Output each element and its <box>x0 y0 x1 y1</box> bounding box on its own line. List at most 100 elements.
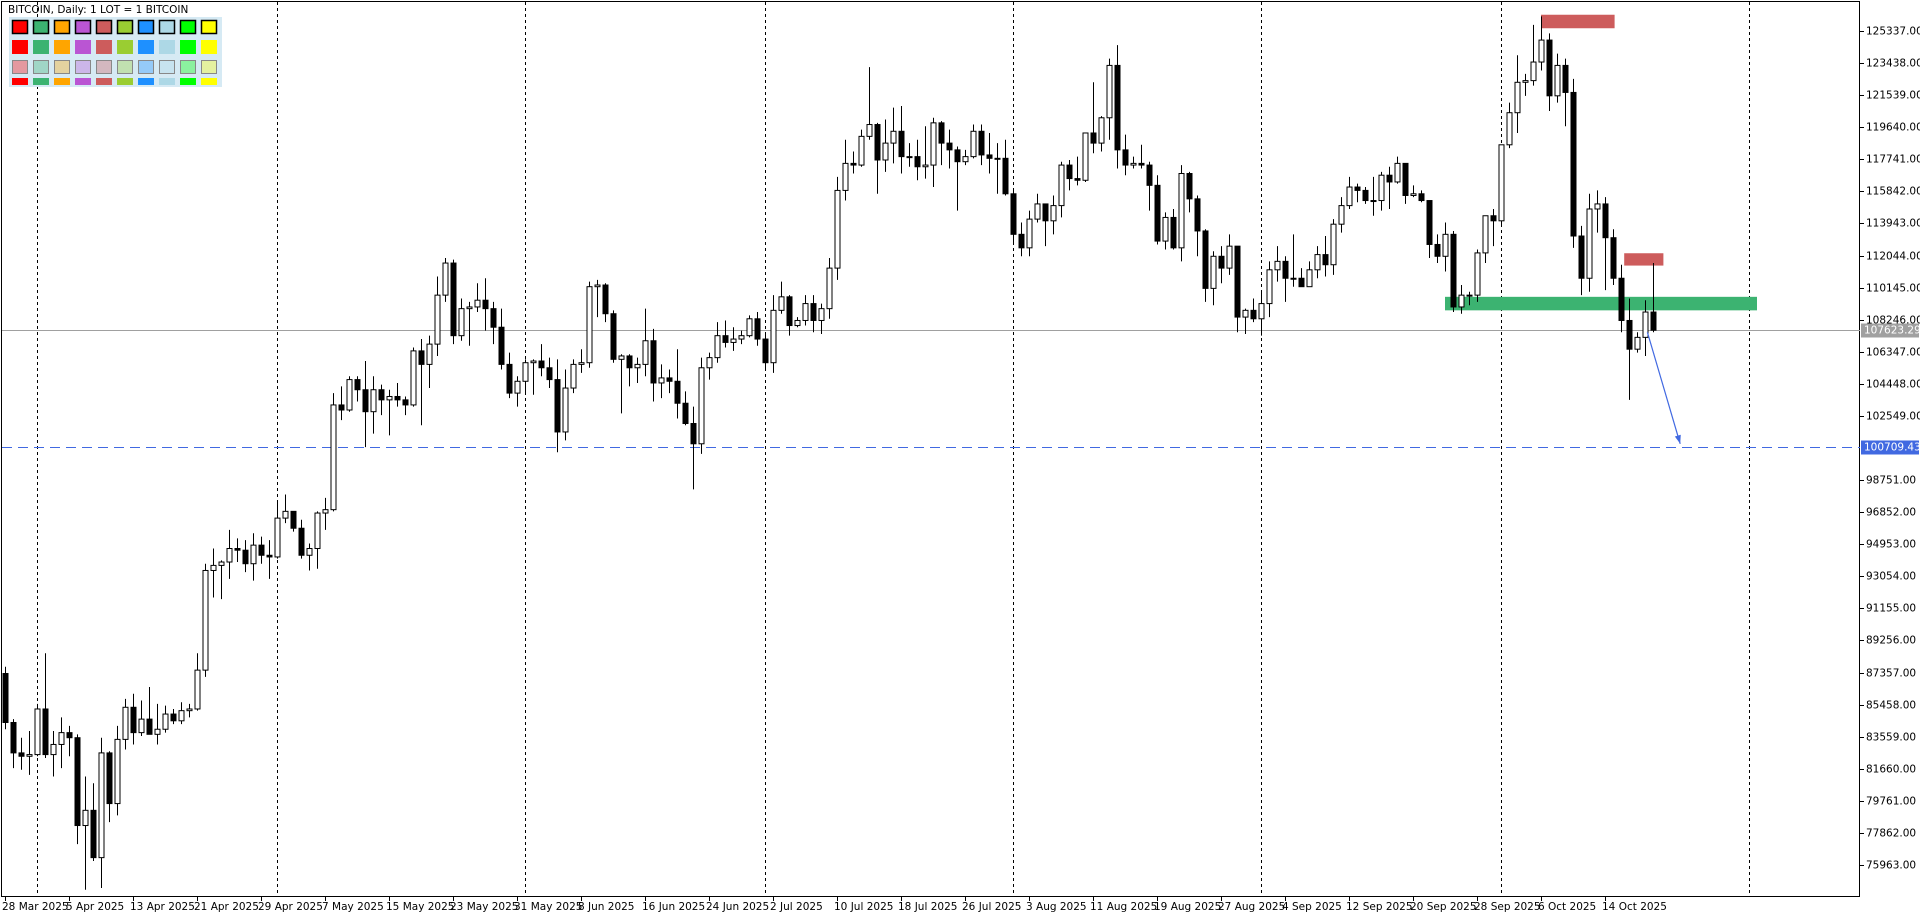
palette-swatch <box>74 19 92 35</box>
candle-body <box>306 548 313 556</box>
price-label-bg <box>1861 323 1919 338</box>
x-tick-label: 23 May 2025 <box>450 901 518 913</box>
candle-body <box>394 395 401 401</box>
candle-body <box>186 708 193 712</box>
candle-body <box>1290 277 1297 280</box>
candle-body <box>154 728 161 735</box>
candle-body <box>114 738 121 805</box>
candle-body <box>138 718 145 734</box>
candle-body <box>706 357 713 369</box>
candle-body <box>1106 64 1113 119</box>
candle-body <box>34 708 41 756</box>
palette-swatch <box>95 19 113 35</box>
y-tick-label: 75963.00 <box>1866 860 1916 872</box>
candle-body <box>170 713 177 722</box>
candle-body <box>1386 174 1393 183</box>
price-label: 107623.29 <box>1864 325 1920 337</box>
candle-body <box>1618 277 1625 321</box>
candle-body <box>354 379 361 391</box>
x-tick-label: 31 May 2025 <box>514 901 582 913</box>
candle-body <box>554 379 561 433</box>
candle-body <box>634 363 641 369</box>
candle-body <box>2 673 9 723</box>
palette-swatch <box>180 60 196 74</box>
palette-swatch <box>201 60 217 74</box>
candle-body <box>1434 243 1441 257</box>
x-tick-label: 26 Jul 2025 <box>962 901 1021 913</box>
candle-body <box>90 809 97 859</box>
candle-body <box>162 713 169 730</box>
x-tick-label: 6 Oct 2025 <box>1538 901 1596 913</box>
candle-body <box>386 395 393 401</box>
candle-body <box>1442 233 1449 257</box>
candle-body <box>1314 254 1321 271</box>
candle-body <box>1330 223 1337 266</box>
candle-body <box>506 363 513 394</box>
candle-body <box>1002 157 1009 195</box>
candle-body <box>482 299 489 310</box>
candle-body <box>42 708 49 756</box>
candle-body <box>770 309 777 364</box>
candle-body <box>890 130 897 144</box>
candle-body <box>1634 336 1641 350</box>
candle-body <box>1210 255 1217 289</box>
palette-swatch <box>53 19 71 35</box>
palette-swatch <box>75 78 91 85</box>
candle-body <box>314 512 321 550</box>
zone <box>1624 253 1664 266</box>
candle-body <box>1402 162 1409 196</box>
candle-body <box>698 367 705 445</box>
candle-body <box>282 510 289 519</box>
candle-body <box>1602 203 1609 239</box>
palette-swatch <box>159 40 175 54</box>
candle-body <box>50 743 57 756</box>
candle-body <box>1122 149 1129 166</box>
y-tick-label: 98751.00 <box>1866 475 1916 487</box>
candle-body <box>1202 230 1209 289</box>
candle-body <box>1298 277 1305 288</box>
x-tick-label: 12 Sep 2025 <box>1346 901 1413 913</box>
x-tick-label: 10 Jul 2025 <box>834 901 893 913</box>
candle-body <box>842 162 849 191</box>
color-palette <box>9 17 222 87</box>
palette-swatch <box>33 60 49 74</box>
y-tick-label: 93054.00 <box>1866 571 1916 583</box>
palette-swatch <box>54 78 70 85</box>
candle-body <box>666 377 673 382</box>
candle-body <box>330 404 337 511</box>
candle-body <box>266 554 273 558</box>
candle-body <box>474 299 481 308</box>
candle-body <box>802 303 809 321</box>
candle-body <box>1266 269 1273 305</box>
candle-body <box>970 130 977 158</box>
candle-body <box>122 706 129 740</box>
candle-body <box>402 399 409 406</box>
candle-body <box>738 335 745 340</box>
candle-body <box>258 544 265 556</box>
zone <box>1541 14 1615 29</box>
candle-body <box>434 294 441 345</box>
candle-body <box>1394 162 1401 183</box>
candle-body <box>626 355 633 369</box>
candle-body <box>1498 144 1505 222</box>
candle-body <box>1186 173 1193 200</box>
candle-body <box>762 338 769 364</box>
candle-body <box>562 387 569 433</box>
candle-body <box>610 313 617 360</box>
x-tick-label: 20 Sep 2025 <box>1410 901 1477 913</box>
candle-body <box>1274 260 1281 271</box>
candle-body <box>346 379 353 411</box>
candle-body <box>602 284 609 315</box>
candle-body <box>1482 215 1489 254</box>
candle-body <box>58 732 65 745</box>
candle-body <box>1138 162 1145 166</box>
y-tick-label: 113943.00 <box>1866 218 1920 230</box>
candle-body <box>1074 178 1081 181</box>
palette-swatch <box>117 40 133 54</box>
candle-body <box>1258 303 1265 320</box>
palette-swatch <box>179 19 197 35</box>
x-tick-label: 29 Apr 2025 <box>258 901 323 913</box>
chart-title: BITCOIN, Daily: 1 LOT = 1 BITCOIN <box>8 4 188 16</box>
palette-swatch <box>180 78 196 85</box>
